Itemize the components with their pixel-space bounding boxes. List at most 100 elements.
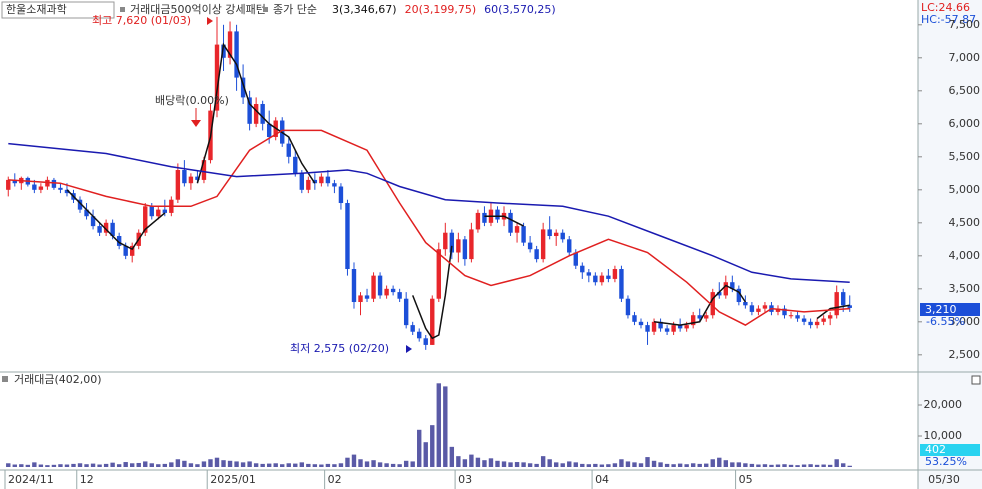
- volume-bar: [136, 462, 141, 467]
- volume-bar: [45, 465, 50, 467]
- volume-bar: [286, 463, 291, 467]
- candle-body: [175, 170, 181, 200]
- volume-bar: [834, 459, 839, 467]
- volume-bar: [90, 463, 96, 467]
- volume-bar: [234, 461, 239, 467]
- candle-body: [690, 315, 696, 326]
- candle-body: [90, 216, 96, 227]
- volume-bar: [338, 463, 344, 467]
- y-tick-label: 2,500: [949, 348, 981, 361]
- candle-body: [351, 269, 357, 303]
- volume-bar: [677, 463, 683, 467]
- volume-bar: [567, 461, 572, 467]
- x-tick-label: 02: [328, 473, 342, 486]
- candle-body: [319, 176, 324, 184]
- candle-body: [110, 222, 115, 237]
- volume-bar: [469, 454, 474, 467]
- volume-bar: [266, 463, 272, 467]
- candle-body: [156, 209, 161, 217]
- candle-body: [227, 31, 233, 58]
- candle-body: [149, 206, 154, 217]
- candle-body: [201, 160, 207, 180]
- volume-bar: [417, 429, 422, 467]
- y-tick-label: 5,000: [949, 183, 981, 196]
- volume-bar: [475, 457, 481, 467]
- candle-body: [51, 179, 57, 188]
- volume-bar: [782, 464, 787, 467]
- volume-bar: [788, 464, 794, 467]
- volume-bar: [299, 462, 304, 467]
- volume-bar: [482, 460, 487, 467]
- volume-bar: [599, 464, 605, 467]
- volume-bar: [390, 463, 396, 467]
- candle-body: [45, 179, 50, 187]
- y-tick-label: 3,000: [949, 315, 981, 328]
- volume-bar: [240, 462, 246, 467]
- x-end-label: 05/30: [928, 473, 960, 486]
- volume-bar: [436, 383, 441, 467]
- candle-body: [756, 308, 761, 312]
- candle-body: [801, 318, 807, 322]
- volume-bar: [651, 460, 657, 467]
- volume-bar: [84, 464, 89, 467]
- volume-bar: [312, 464, 318, 467]
- volume-bar: [560, 463, 565, 467]
- volume-bar: [123, 462, 128, 467]
- annotation: 배당락(0.00%): [155, 94, 229, 107]
- candle-body: [625, 298, 631, 316]
- volume-bar: [632, 462, 637, 467]
- volume-bar: [325, 463, 331, 467]
- annotation-arrowhead: [191, 120, 201, 127]
- volume-bar: [227, 460, 233, 467]
- candle-body: [495, 209, 500, 220]
- volume-bar: [143, 461, 148, 467]
- volume-bar: [586, 464, 592, 467]
- volume-bar: [462, 459, 468, 467]
- candle-body: [77, 199, 83, 210]
- volume-bar: [423, 442, 428, 467]
- volume-bar: [521, 462, 526, 467]
- candle-body: [456, 239, 461, 253]
- volume-bar: [51, 464, 57, 467]
- y-tick-label: 6,000: [949, 117, 981, 130]
- volume-bar: [756, 464, 761, 467]
- candle-body: [743, 302, 748, 306]
- volume-bar: [749, 463, 755, 467]
- volume-bar: [580, 463, 585, 467]
- candle-body: [514, 226, 520, 233]
- volume-bar: [149, 463, 154, 467]
- volume-bar: [684, 464, 689, 467]
- volume-bar: [221, 460, 226, 467]
- x-tick-label: 12: [80, 473, 94, 486]
- candle-body: [38, 186, 44, 190]
- close-button[interactable]: [971, 375, 981, 385]
- candle-body: [260, 104, 265, 124]
- candle-body: [547, 229, 552, 237]
- candle-body: [234, 31, 239, 78]
- volume-bar: [175, 459, 181, 467]
- y-tick-label: 5,500: [949, 150, 981, 163]
- volume-bar: [25, 464, 31, 467]
- annotation-arrowhead: [406, 345, 412, 353]
- volume-bar: [280, 464, 285, 467]
- candle-body: [658, 321, 663, 329]
- volume-bar: [377, 462, 383, 467]
- legend-item: 3(3,346,67): [332, 3, 397, 16]
- candle-body: [814, 321, 820, 326]
- y-tick-label: 4,500: [949, 216, 981, 229]
- candle-body: [638, 321, 644, 326]
- volume-bar: [371, 460, 376, 467]
- candle-body: [299, 173, 304, 190]
- volume-bar: [619, 459, 624, 467]
- volume-bar: [449, 446, 455, 467]
- candle-body: [664, 328, 670, 332]
- volume-tag-label: 402: [925, 443, 946, 456]
- ma-line: [66, 42, 850, 340]
- candle-body: [599, 275, 605, 283]
- candle-body: [240, 77, 246, 98]
- candle-body: [221, 44, 226, 58]
- icon: [263, 7, 268, 12]
- y-tick-label: 7,500: [949, 18, 981, 31]
- candle-body: [736, 288, 742, 303]
- candle-body: [580, 265, 585, 273]
